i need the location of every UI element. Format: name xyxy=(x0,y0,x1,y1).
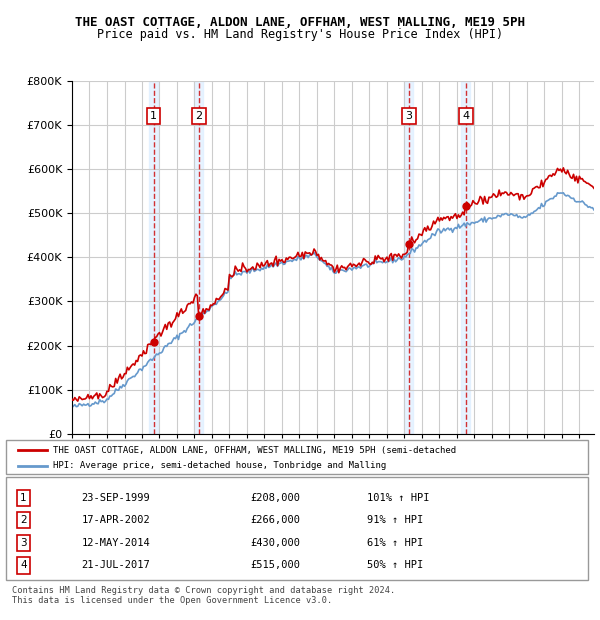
Text: 2: 2 xyxy=(20,515,27,525)
Text: 3: 3 xyxy=(20,538,27,548)
Text: 12-MAY-2014: 12-MAY-2014 xyxy=(82,538,151,548)
Text: Contains HM Land Registry data © Crown copyright and database right 2024.
This d: Contains HM Land Registry data © Crown c… xyxy=(12,586,395,605)
Text: 17-APR-2002: 17-APR-2002 xyxy=(82,515,151,525)
Bar xyxy=(194,81,203,434)
Bar xyxy=(461,81,470,434)
Text: £266,000: £266,000 xyxy=(250,515,301,525)
Text: HPI: Average price, semi-detached house, Tonbridge and Malling: HPI: Average price, semi-detached house,… xyxy=(53,461,386,471)
Text: THE OAST COTTAGE, ALDON LANE, OFFHAM, WEST MALLING, ME19 5PH (semi-detached: THE OAST COTTAGE, ALDON LANE, OFFHAM, WE… xyxy=(53,446,455,455)
Text: 21-JUL-2017: 21-JUL-2017 xyxy=(82,560,151,570)
Text: 101% ↑ HPI: 101% ↑ HPI xyxy=(367,493,430,503)
Text: 91% ↑ HPI: 91% ↑ HPI xyxy=(367,515,423,525)
Text: 3: 3 xyxy=(405,111,412,121)
Text: 23-SEP-1999: 23-SEP-1999 xyxy=(82,493,151,503)
Text: 1: 1 xyxy=(150,111,157,121)
Text: THE OAST COTTAGE, ALDON LANE, OFFHAM, WEST MALLING, ME19 5PH: THE OAST COTTAGE, ALDON LANE, OFFHAM, WE… xyxy=(75,16,525,29)
Text: £208,000: £208,000 xyxy=(250,493,301,503)
Text: £515,000: £515,000 xyxy=(250,560,301,570)
FancyBboxPatch shape xyxy=(6,440,588,474)
Text: 4: 4 xyxy=(20,560,27,570)
Text: 4: 4 xyxy=(462,111,469,121)
Text: 1: 1 xyxy=(20,493,27,503)
FancyBboxPatch shape xyxy=(6,477,588,580)
Bar xyxy=(404,81,413,434)
Text: 50% ↑ HPI: 50% ↑ HPI xyxy=(367,560,423,570)
Text: 61% ↑ HPI: 61% ↑ HPI xyxy=(367,538,423,548)
Bar xyxy=(149,81,158,434)
Text: 2: 2 xyxy=(195,111,202,121)
Text: Price paid vs. HM Land Registry's House Price Index (HPI): Price paid vs. HM Land Registry's House … xyxy=(97,28,503,41)
Text: £430,000: £430,000 xyxy=(250,538,301,548)
